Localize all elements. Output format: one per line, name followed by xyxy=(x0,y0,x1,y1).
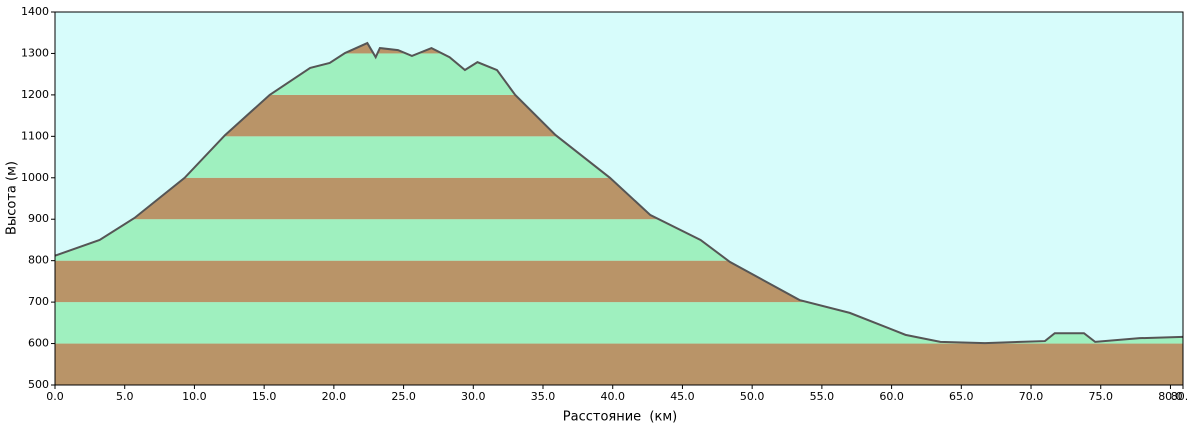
x-tick-label: 0.0 xyxy=(46,390,64,403)
y-tick-label: 600 xyxy=(28,337,49,350)
x-tick-label: 80.0 xyxy=(1158,390,1183,403)
y-axis-label: Высота (м) xyxy=(5,161,20,235)
y-tick-label: 500 xyxy=(28,378,49,391)
x-tick-label: 20.0 xyxy=(322,390,347,403)
y-tick-label: 1400 xyxy=(21,5,49,18)
band xyxy=(55,343,1183,385)
y-tick-label: 1300 xyxy=(21,46,49,59)
x-tick-label: 50.0 xyxy=(740,390,765,403)
x-tick-label: 55.0 xyxy=(810,390,835,403)
y-tick-label: 700 xyxy=(28,295,49,308)
x-tick-label: 30.0 xyxy=(461,390,486,403)
x-tick-label: 5.0 xyxy=(116,390,134,403)
y-tick-label: 900 xyxy=(28,212,49,225)
elevation-line xyxy=(54,41,1184,345)
x-tick-label: 40.0 xyxy=(600,390,625,403)
x-tick-label: 70.0 xyxy=(1019,390,1044,403)
x-tick-label: 60.0 xyxy=(879,390,904,403)
x-tick-label: 35.0 xyxy=(531,390,556,403)
x-tick-label: 45.0 xyxy=(670,390,695,403)
y-tick-label: 1100 xyxy=(21,129,49,142)
x-tick-label: 75.0 xyxy=(1088,390,1113,403)
x-tick-label: 65.0 xyxy=(949,390,974,403)
y-tick-label: 800 xyxy=(28,254,49,267)
y-tick-label: 1000 xyxy=(21,171,49,184)
x-tick-label: 15.0 xyxy=(252,390,277,403)
x-axis-label: Расстояние (км) xyxy=(563,410,677,425)
plot-frame xyxy=(54,11,1184,386)
x-tick-label: 25.0 xyxy=(391,390,416,403)
x-tick-label: 80.9 xyxy=(1171,390,1187,403)
x-tick-label: 10.0 xyxy=(182,390,207,403)
y-tick-label: 1200 xyxy=(21,88,49,101)
